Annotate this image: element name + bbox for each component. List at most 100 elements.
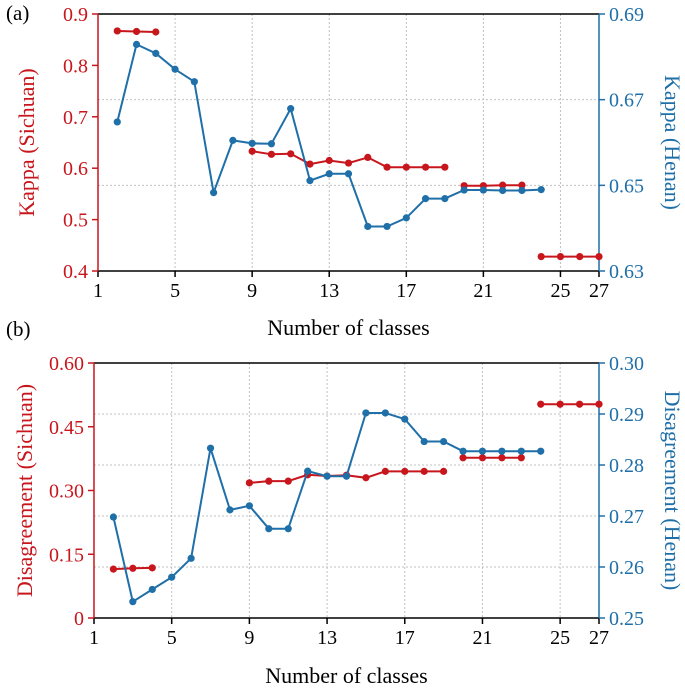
data-point-disagreement-sichuan [575,400,584,408]
data-point-kappa-sichuan [132,27,141,36]
data-point-kappa-henan [210,189,218,197]
x-tick-label: 27 [589,280,609,302]
data-point-kappa-henan [499,186,507,195]
panel-label: (b) [6,317,31,341]
data-point-kappa-sichuan [364,153,372,162]
data-point-disagreement-sichuan [401,467,409,475]
data-point-kappa-sichuan [441,163,449,171]
data-point-disagreement-sichuan [284,477,292,485]
y-right-tick-label: 0.29 [609,404,644,426]
data-point-kappa-sichuan [287,150,295,158]
x-tick-label: 21 [472,627,492,649]
y-right-tick-label: 0.30 [609,353,644,375]
y-left-tick-label: 0.7 [63,107,88,129]
data-point-kappa-sichuan [113,27,121,35]
y-left-tick-label: 0.9 [63,4,88,26]
data-point-kappa-henan [287,105,295,113]
y-right-tick-label: 0.63 [609,261,644,283]
data-point-disagreement-henan [129,598,137,606]
y-axis-title-left: Disagreement (Sichuan) [12,384,37,597]
data-point-disagreement-henan [459,447,467,455]
y-right-tick-label: 0.27 [609,506,644,528]
data-point-disagreement-sichuan [420,467,428,475]
data-point-disagreement-sichuan [265,477,273,485]
data-point-kappa-sichuan [595,253,603,261]
data-point-disagreement-sichuan [148,564,156,572]
data-point-disagreement-henan [206,444,215,452]
y-axis-title-right: Kappa (Henan) [660,75,685,210]
panel-a: 1 5 9 13 17 21 25 27 0.4 0.5 0.6 0.7 0.8 0.9 0.63 0.65 0… [6,1,685,340]
data-point-disagreement-sichuan [440,467,448,475]
data-point-kappa-henan [171,65,179,73]
data-point-kappa-henan [113,118,121,126]
y-left-tick-label: 0.30 [49,481,84,503]
data-point-kappa-henan [344,170,353,178]
x-tick-label: 5 [170,280,180,302]
data-point-disagreement-sichuan [556,400,564,408]
data-point-disagreement-sichuan [109,565,118,573]
data-point-disagreement-sichuan [362,474,370,482]
y-axis-title-right: Disagreement (Henan) [660,391,685,591]
y-axis-title-left: Kappa (Sichuan) [14,68,39,216]
data-point-disagreement-sichuan [517,454,525,462]
data-point-disagreement-henan [323,472,331,480]
data-point-disagreement-sichuan [459,454,467,462]
series-line-kappa-sichuan [464,184,522,187]
data-point-disagreement-henan [187,554,195,562]
data-point-kappa-henan [460,186,468,194]
x-tick-label: 27 [589,627,609,649]
data-point-kappa-henan [190,78,198,86]
panel-b: 1 5 9 13 17 21 25 27 0 0.15 0.30 0.45 0.60 0.25 0.26 0.… [6,317,685,688]
x-tick-label: 17 [396,280,416,302]
x-tick-label: 13 [317,627,337,649]
data-point-disagreement-henan [362,409,370,417]
y-right-tick-label: 0.67 [609,90,644,112]
x-tick-label: 25 [550,627,570,649]
y-right-tick-label: 0.28 [609,455,644,477]
data-point-kappa-sichuan [383,163,391,171]
data-point-disagreement-sichuan [245,479,253,487]
x-tick-label: 9 [247,280,257,302]
data-point-kappa-henan [402,214,410,222]
x-tick-label: 21 [473,280,493,302]
x-axis-title: Number of classes [265,663,428,688]
y-left-tick-label: 0.60 [49,353,84,375]
data-point-kappa-henan [229,136,237,144]
data-point-kappa-sichuan [421,163,430,171]
data-point-disagreement-henan [245,502,253,510]
data-point-disagreement-sichuan [498,454,506,462]
data-point-kappa-sichuan [537,253,545,261]
x-tick-label: 25 [550,280,570,302]
data-point-disagreement-henan [440,437,448,446]
x-tick-label: 13 [319,280,339,302]
data-point-kappa-sichuan [518,181,526,189]
data-point-kappa-henan [441,195,449,203]
y-left-tick-label: 0.5 [63,210,88,232]
data-point-kappa-henan [518,186,526,195]
data-point-disagreement-henan [284,525,292,533]
data-point-disagreement-henan [517,447,525,455]
y-left-tick-label: 0.4 [63,261,88,283]
data-point-kappa-sichuan [325,156,333,165]
data-point-disagreement-henan [537,447,545,455]
x-tick-label: 9 [244,627,254,649]
data-point-disagreement-sichuan [595,400,603,408]
y-left-tick-label: 0.8 [63,55,88,77]
y-left-tick-label: 0 [74,608,84,630]
data-point-disagreement-henan [498,447,506,455]
data-point-kappa-henan [132,40,141,49]
data-point-kappa-sichuan [267,150,276,158]
x-tick-label: 1 [89,627,99,649]
data-point-disagreement-henan [304,467,312,475]
data-point-kappa-henan [267,140,276,148]
data-point-disagreement-henan [342,472,351,480]
y-right-tick-label: 0.69 [609,4,644,26]
data-point-disagreement-henan [381,409,389,417]
data-point-kappa-henan [306,177,314,185]
data-point-disagreement-henan [265,525,273,533]
x-axis-title: Number of classes [267,315,430,340]
x-tick-label: 1 [93,280,103,302]
data-point-kappa-henan [325,170,333,178]
data-point-kappa-sichuan [152,28,160,36]
